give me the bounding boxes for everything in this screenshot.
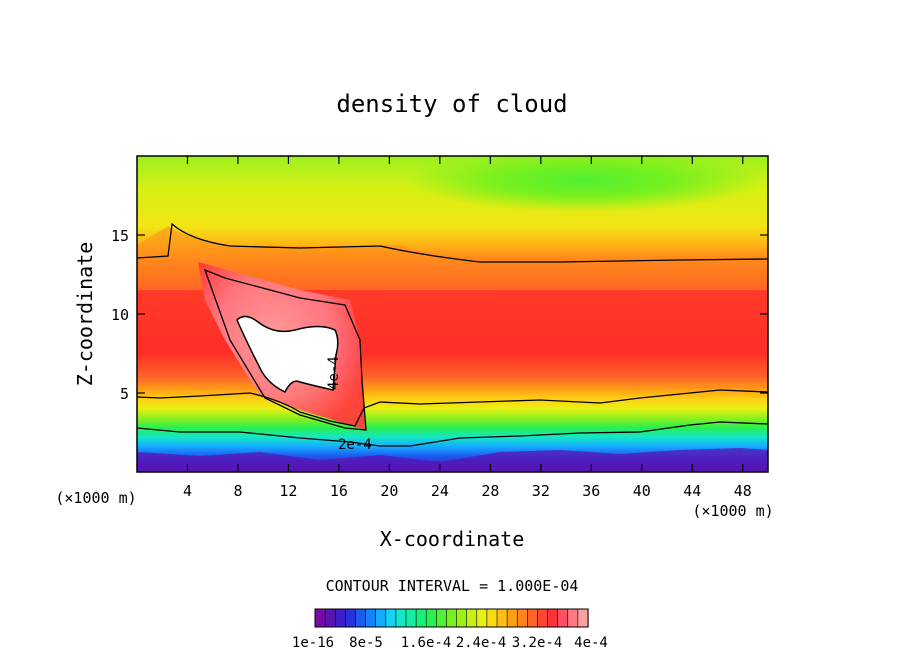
- contour-label-2e-4: 2e-4: [338, 437, 372, 453]
- x-tick-label: 36: [582, 482, 600, 500]
- colorbar: [314, 608, 589, 628]
- contour-core: [203, 268, 367, 431]
- colorbar-swatch: [425, 608, 437, 628]
- colorbar-tick-label: 2.4e-4: [456, 635, 507, 651]
- colorbar-swatch: [537, 608, 549, 628]
- colorbar-swatch: [547, 608, 559, 628]
- colorbar-swatch: [476, 608, 488, 628]
- x-tick-label: 24: [431, 482, 449, 500]
- colorbar-swatch: [527, 608, 539, 628]
- colorbar-tick-label: 1e-16: [292, 635, 334, 651]
- z-unit-label: (×1000 m): [55, 489, 136, 507]
- y-axis: 5 10 15: [111, 227, 768, 403]
- x-tick-label: 20: [380, 482, 398, 500]
- colorbar-swatch: [496, 608, 508, 628]
- x-tick-label: 48: [734, 482, 752, 500]
- upper-green-region: [405, 156, 765, 212]
- colorbar-labels: 1e-16 8e-5 1.6e-4 2.4e-4 3.2e-4 4e-4: [292, 635, 608, 651]
- x-tick-label: 40: [633, 482, 651, 500]
- colorbar-swatch: [516, 608, 528, 628]
- x-tick-label: 28: [481, 482, 499, 500]
- x-unit-label: (×1000 m): [692, 502, 773, 520]
- plot-area: [137, 156, 768, 472]
- x-tick-label: 44: [683, 482, 701, 500]
- contour-middle: [137, 389, 768, 427]
- colorbar-swatch: [466, 608, 478, 628]
- colorbar-swatch: [456, 608, 468, 628]
- colorbar-swatch: [334, 608, 346, 628]
- y-tick-label: 15: [111, 227, 129, 245]
- surface-band: [137, 448, 768, 472]
- colorbar-swatch: [314, 608, 326, 628]
- colorbar-tick-label: 4e-4: [574, 635, 608, 651]
- colorbar-swatch: [486, 608, 498, 628]
- colorbar-swatch: [395, 608, 407, 628]
- colorbar-swatch: [375, 608, 387, 628]
- x-tick-label: 16: [330, 482, 348, 500]
- contour-interval: CONTOUR INTERVAL = 1.000E-04: [326, 577, 579, 595]
- colorbar-swatch: [355, 608, 367, 628]
- colorbar-swatch: [567, 608, 579, 628]
- colorbar-frame: [314, 608, 589, 628]
- colorbar-tick-label: 1.6e-4: [401, 635, 452, 651]
- contour-label-4e-4: 4e-4: [326, 356, 342, 390]
- y-tick-label: 5: [120, 385, 129, 403]
- colorbar-swatch: [557, 608, 569, 628]
- contour-upper: [137, 222, 768, 263]
- colorbar-swatch: [506, 608, 518, 628]
- colorbar-swatch: [324, 608, 336, 628]
- colorbar-swatch: [345, 608, 357, 628]
- x-tick-label: 4: [183, 482, 192, 500]
- colorbar-swatch: [436, 608, 448, 628]
- y-axis-label: Z-coordinate: [73, 242, 97, 387]
- colorbar-tick-label: 3.2e-4: [512, 635, 563, 651]
- contour-lower: [137, 421, 768, 447]
- colorbar-swatch: [365, 608, 377, 628]
- colorbar-tick-label: 8e-5: [349, 635, 383, 651]
- colorbar-swatch: [577, 608, 589, 628]
- x-axis: 4 8 12 16 20 24 28 32 36 40 44 48: [183, 156, 752, 500]
- chart-title: density of cloud: [336, 90, 567, 118]
- colorbar-swatch: [446, 608, 458, 628]
- x-axis-label: X-coordinate: [380, 527, 525, 551]
- x-tick-label: 8: [233, 482, 242, 500]
- colorbar-swatch: [405, 608, 417, 628]
- y-tick-label: 10: [111, 306, 129, 324]
- x-tick-label: 32: [532, 482, 550, 500]
- colorbar-swatch: [415, 608, 427, 628]
- colorbar-swatch: [385, 608, 397, 628]
- max-region: [236, 315, 339, 393]
- x-tick-label: 12: [279, 482, 297, 500]
